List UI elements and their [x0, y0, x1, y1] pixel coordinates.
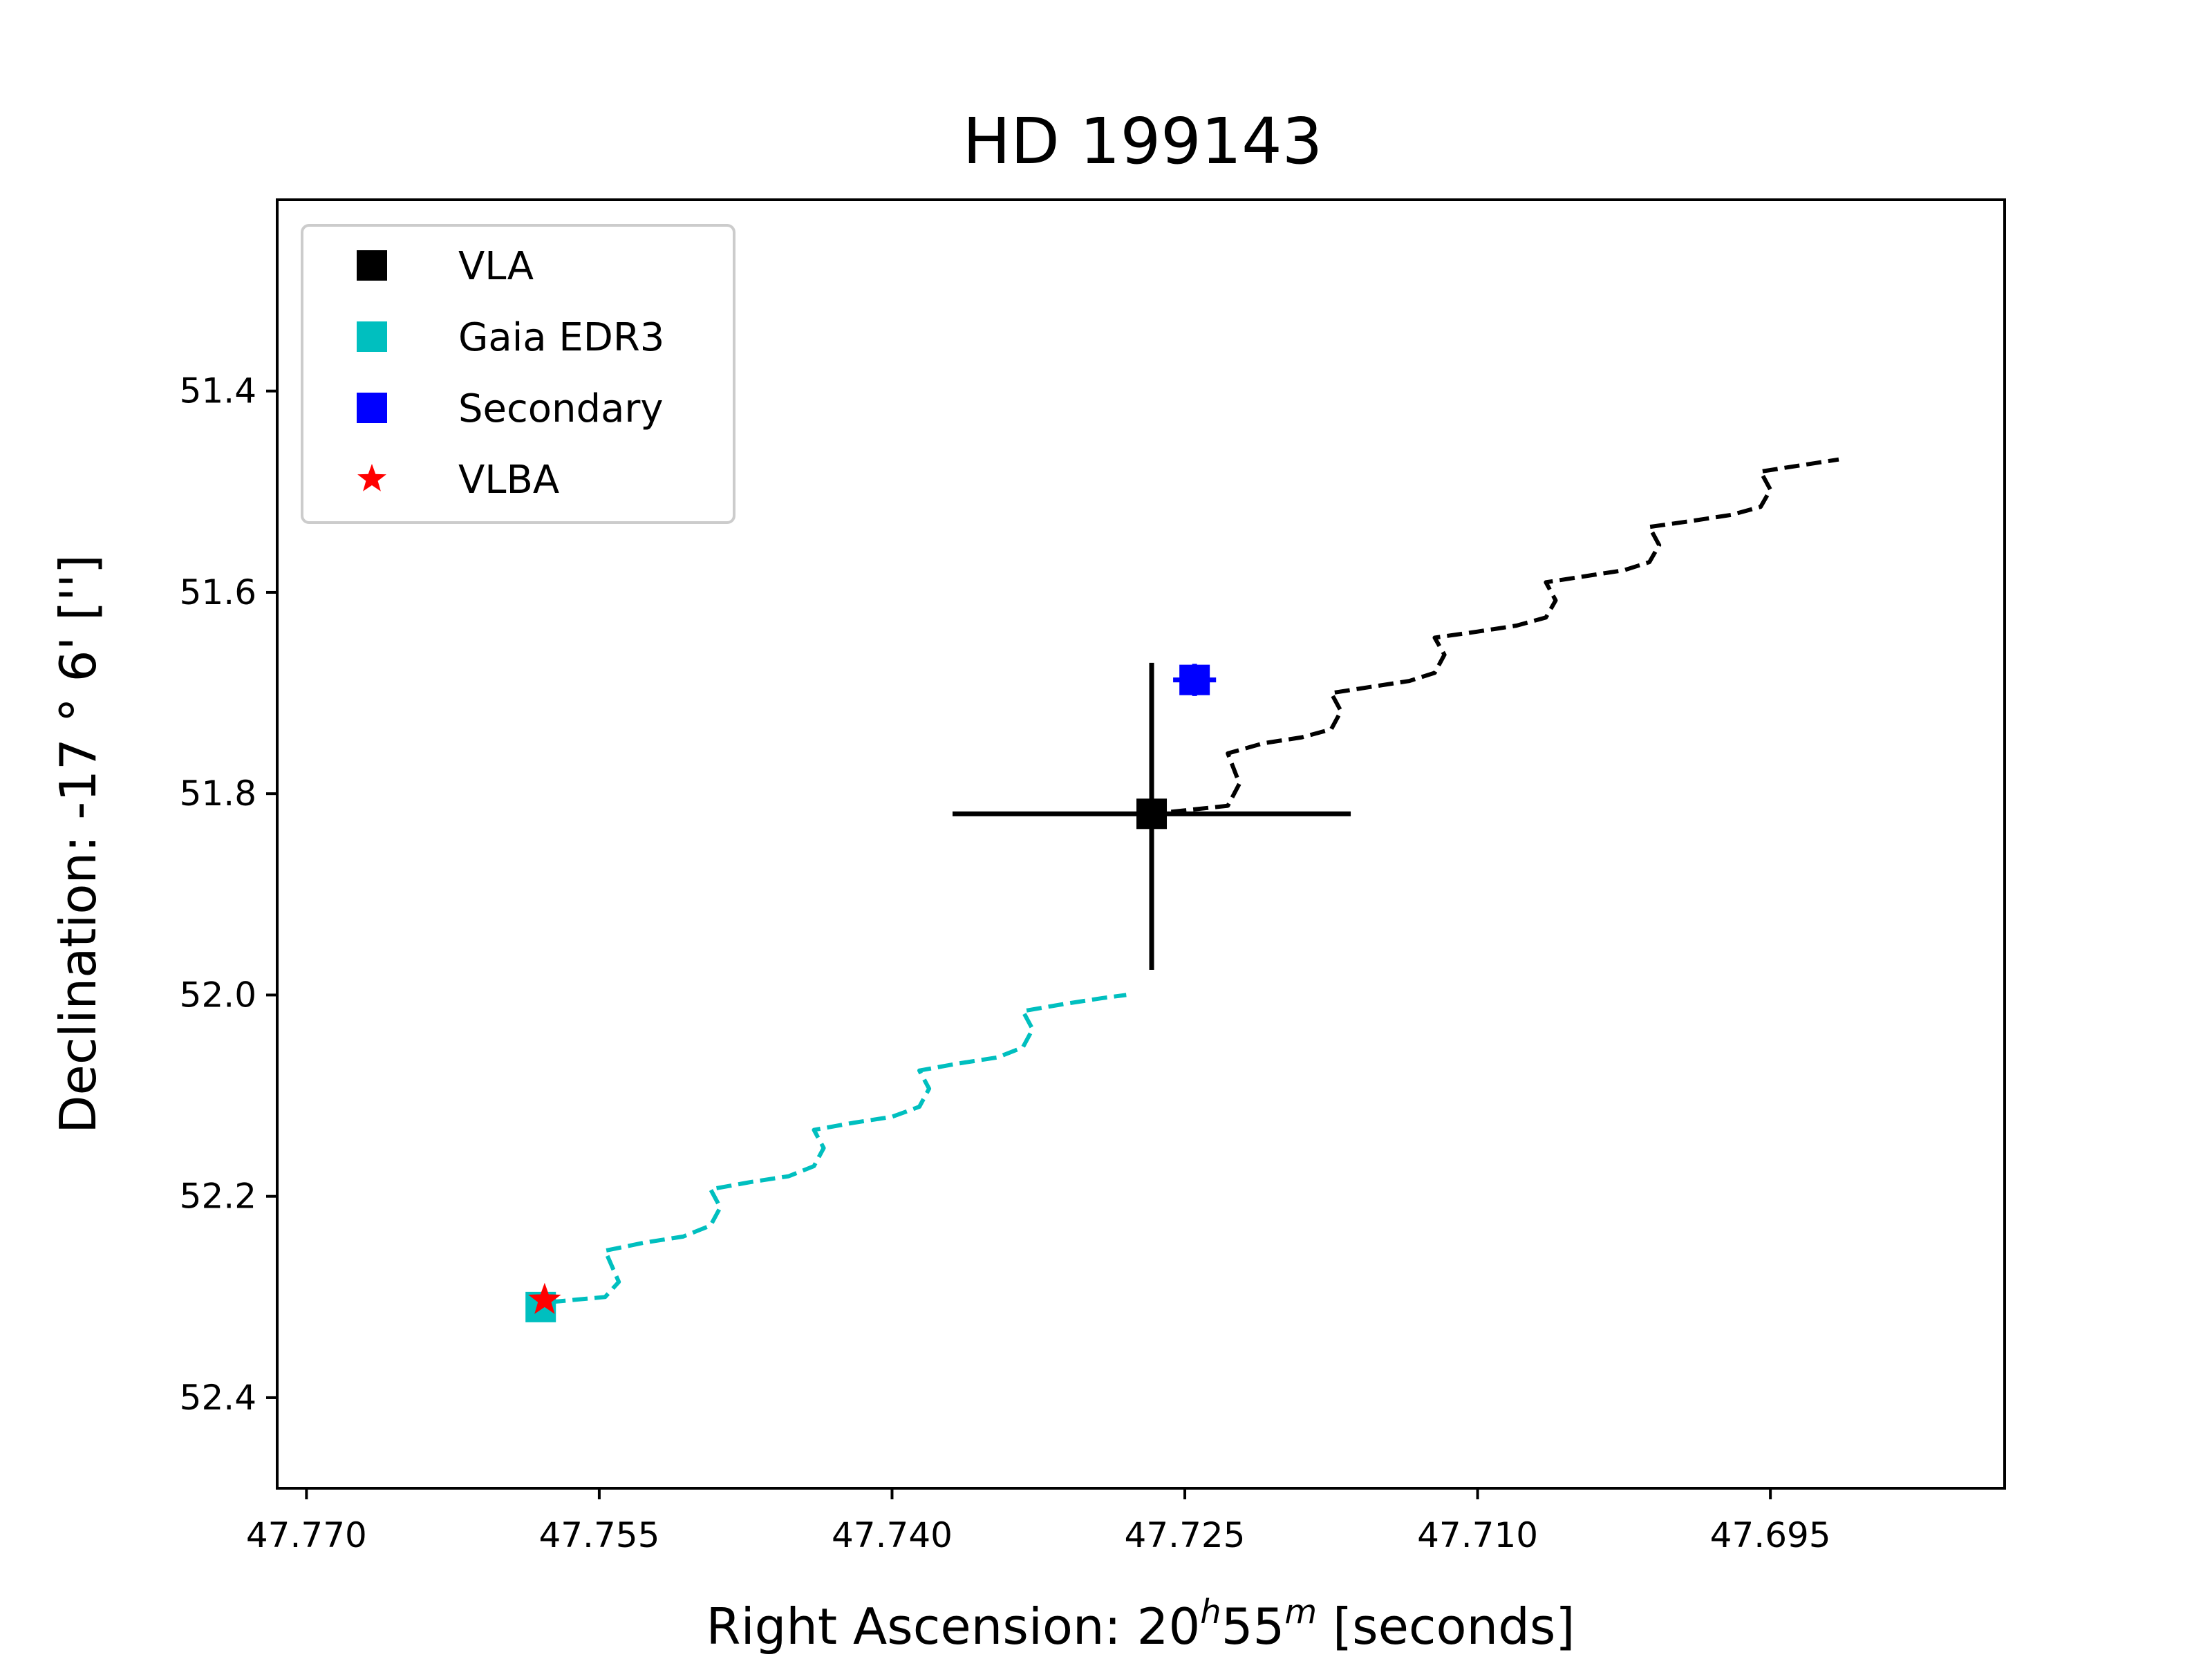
x-tick-label: 47.740	[832, 1515, 953, 1555]
legend-marker-secondary	[357, 393, 387, 423]
y-tick-label: 52.2	[180, 1177, 256, 1217]
axis-ticks: 47.770 47.755 47.740 47.725 47.710 47.695 51.4…	[180, 371, 1831, 1555]
y-tick-label: 52.4	[180, 1378, 256, 1418]
legend-marker-vla	[357, 250, 387, 281]
y-tick-label: 52.0	[180, 975, 256, 1015]
legend-marker-vlba	[357, 464, 386, 491]
track-vla	[1170, 457, 1839, 814]
x-tick-label: 47.725	[1125, 1515, 1246, 1555]
legend-label-gaia-edr3: Gaia EDR3	[458, 315, 664, 360]
legend: VLA Gaia EDR3 Secondary VLBA	[301, 224, 735, 524]
track-gaia	[550, 993, 1127, 1304]
legend-label-vlba: VLBA	[458, 458, 559, 503]
vla-marker	[1136, 798, 1168, 830]
legend-label-secondary: Secondary	[458, 386, 664, 431]
x-tick-label: 47.755	[538, 1515, 659, 1555]
secondary-marker	[1179, 664, 1210, 695]
x-tick-label: 47.710	[1417, 1515, 1538, 1555]
y-tick-label: 51.6	[180, 572, 256, 612]
chart-title: HD 199143	[963, 104, 1322, 178]
vlba-marker	[528, 1282, 561, 1314]
x-tick-label: 47.695	[1710, 1515, 1831, 1555]
legend-label-vla: VLA	[458, 244, 534, 289]
y-axis-label: Declination: -17 ° 6' ['']	[49, 554, 107, 1134]
legend-box	[301, 224, 735, 524]
legend-marker-gaia-edr3	[357, 321, 387, 352]
legend-items: VLA Gaia EDR3 Secondary VLBA	[357, 244, 664, 503]
x-tick-label: 47.770	[246, 1515, 367, 1555]
y-tick-label: 51.8	[180, 774, 256, 814]
x-axis-label: Right Ascension: 20h55m [seconds]	[706, 1593, 1575, 1656]
y-tick-label: 51.4	[180, 371, 256, 411]
plot-frame	[276, 198, 2006, 1490]
plot-area	[525, 457, 1839, 1322]
